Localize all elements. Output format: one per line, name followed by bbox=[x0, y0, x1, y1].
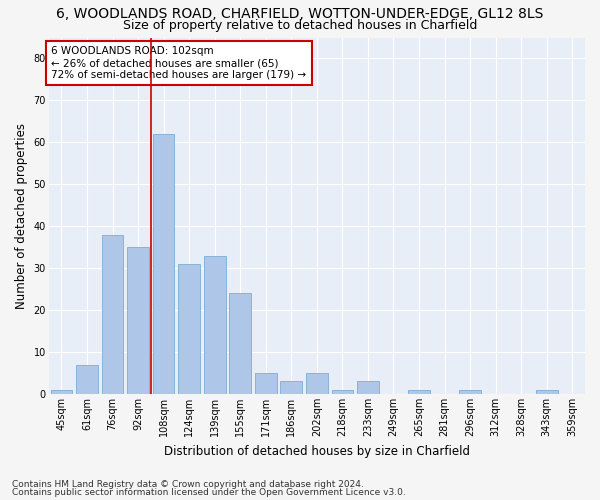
Bar bbox=[127, 247, 149, 394]
Bar bbox=[408, 390, 430, 394]
Bar bbox=[280, 382, 302, 394]
Text: Contains HM Land Registry data © Crown copyright and database right 2024.: Contains HM Land Registry data © Crown c… bbox=[12, 480, 364, 489]
Bar bbox=[153, 134, 175, 394]
Bar bbox=[459, 390, 481, 394]
Text: Size of property relative to detached houses in Charfield: Size of property relative to detached ho… bbox=[123, 19, 477, 32]
Bar bbox=[50, 390, 73, 394]
Bar bbox=[536, 390, 557, 394]
Bar bbox=[306, 373, 328, 394]
Bar bbox=[357, 382, 379, 394]
Bar bbox=[204, 256, 226, 394]
Bar bbox=[76, 364, 98, 394]
Bar bbox=[178, 264, 200, 394]
Bar bbox=[229, 294, 251, 394]
Bar bbox=[255, 373, 277, 394]
Text: 6 WOODLANDS ROAD: 102sqm
← 26% of detached houses are smaller (65)
72% of semi-d: 6 WOODLANDS ROAD: 102sqm ← 26% of detach… bbox=[52, 46, 307, 80]
Bar bbox=[332, 390, 353, 394]
Y-axis label: Number of detached properties: Number of detached properties bbox=[15, 123, 28, 309]
Bar bbox=[101, 234, 124, 394]
Text: 6, WOODLANDS ROAD, CHARFIELD, WOTTON-UNDER-EDGE, GL12 8LS: 6, WOODLANDS ROAD, CHARFIELD, WOTTON-UND… bbox=[56, 8, 544, 22]
Text: Contains public sector information licensed under the Open Government Licence v3: Contains public sector information licen… bbox=[12, 488, 406, 497]
X-axis label: Distribution of detached houses by size in Charfield: Distribution of detached houses by size … bbox=[164, 444, 470, 458]
